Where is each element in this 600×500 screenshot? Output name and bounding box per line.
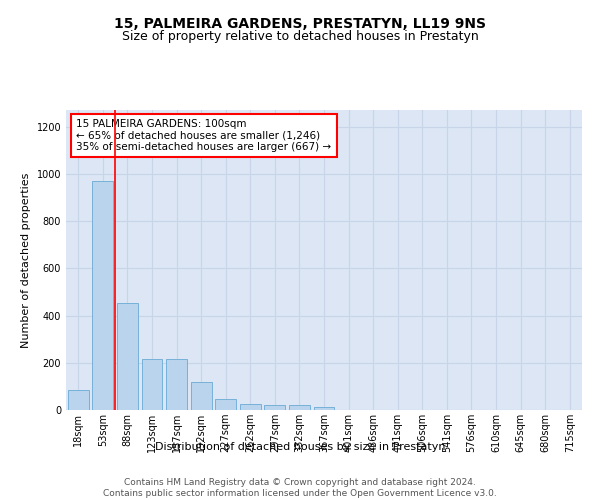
Text: 15 PALMEIRA GARDENS: 100sqm
← 65% of detached houses are smaller (1,246)
35% of : 15 PALMEIRA GARDENS: 100sqm ← 65% of det… xyxy=(76,119,331,152)
Bar xyxy=(314,407,334,410)
Bar xyxy=(142,359,163,410)
Y-axis label: Number of detached properties: Number of detached properties xyxy=(21,172,31,348)
Bar xyxy=(117,303,138,410)
Bar xyxy=(92,181,113,410)
Text: Distribution of detached houses by size in Prestatyn: Distribution of detached houses by size … xyxy=(155,442,445,452)
Text: Size of property relative to detached houses in Prestatyn: Size of property relative to detached ho… xyxy=(122,30,478,43)
Bar xyxy=(68,390,89,410)
Text: 15, PALMEIRA GARDENS, PRESTATYN, LL19 9NS: 15, PALMEIRA GARDENS, PRESTATYN, LL19 9N… xyxy=(114,18,486,32)
Bar xyxy=(166,359,187,410)
Bar xyxy=(191,382,212,410)
Bar xyxy=(240,404,261,410)
Bar xyxy=(265,405,286,410)
Bar xyxy=(215,400,236,410)
Text: Contains HM Land Registry data © Crown copyright and database right 2024.
Contai: Contains HM Land Registry data © Crown c… xyxy=(103,478,497,498)
Bar xyxy=(289,406,310,410)
